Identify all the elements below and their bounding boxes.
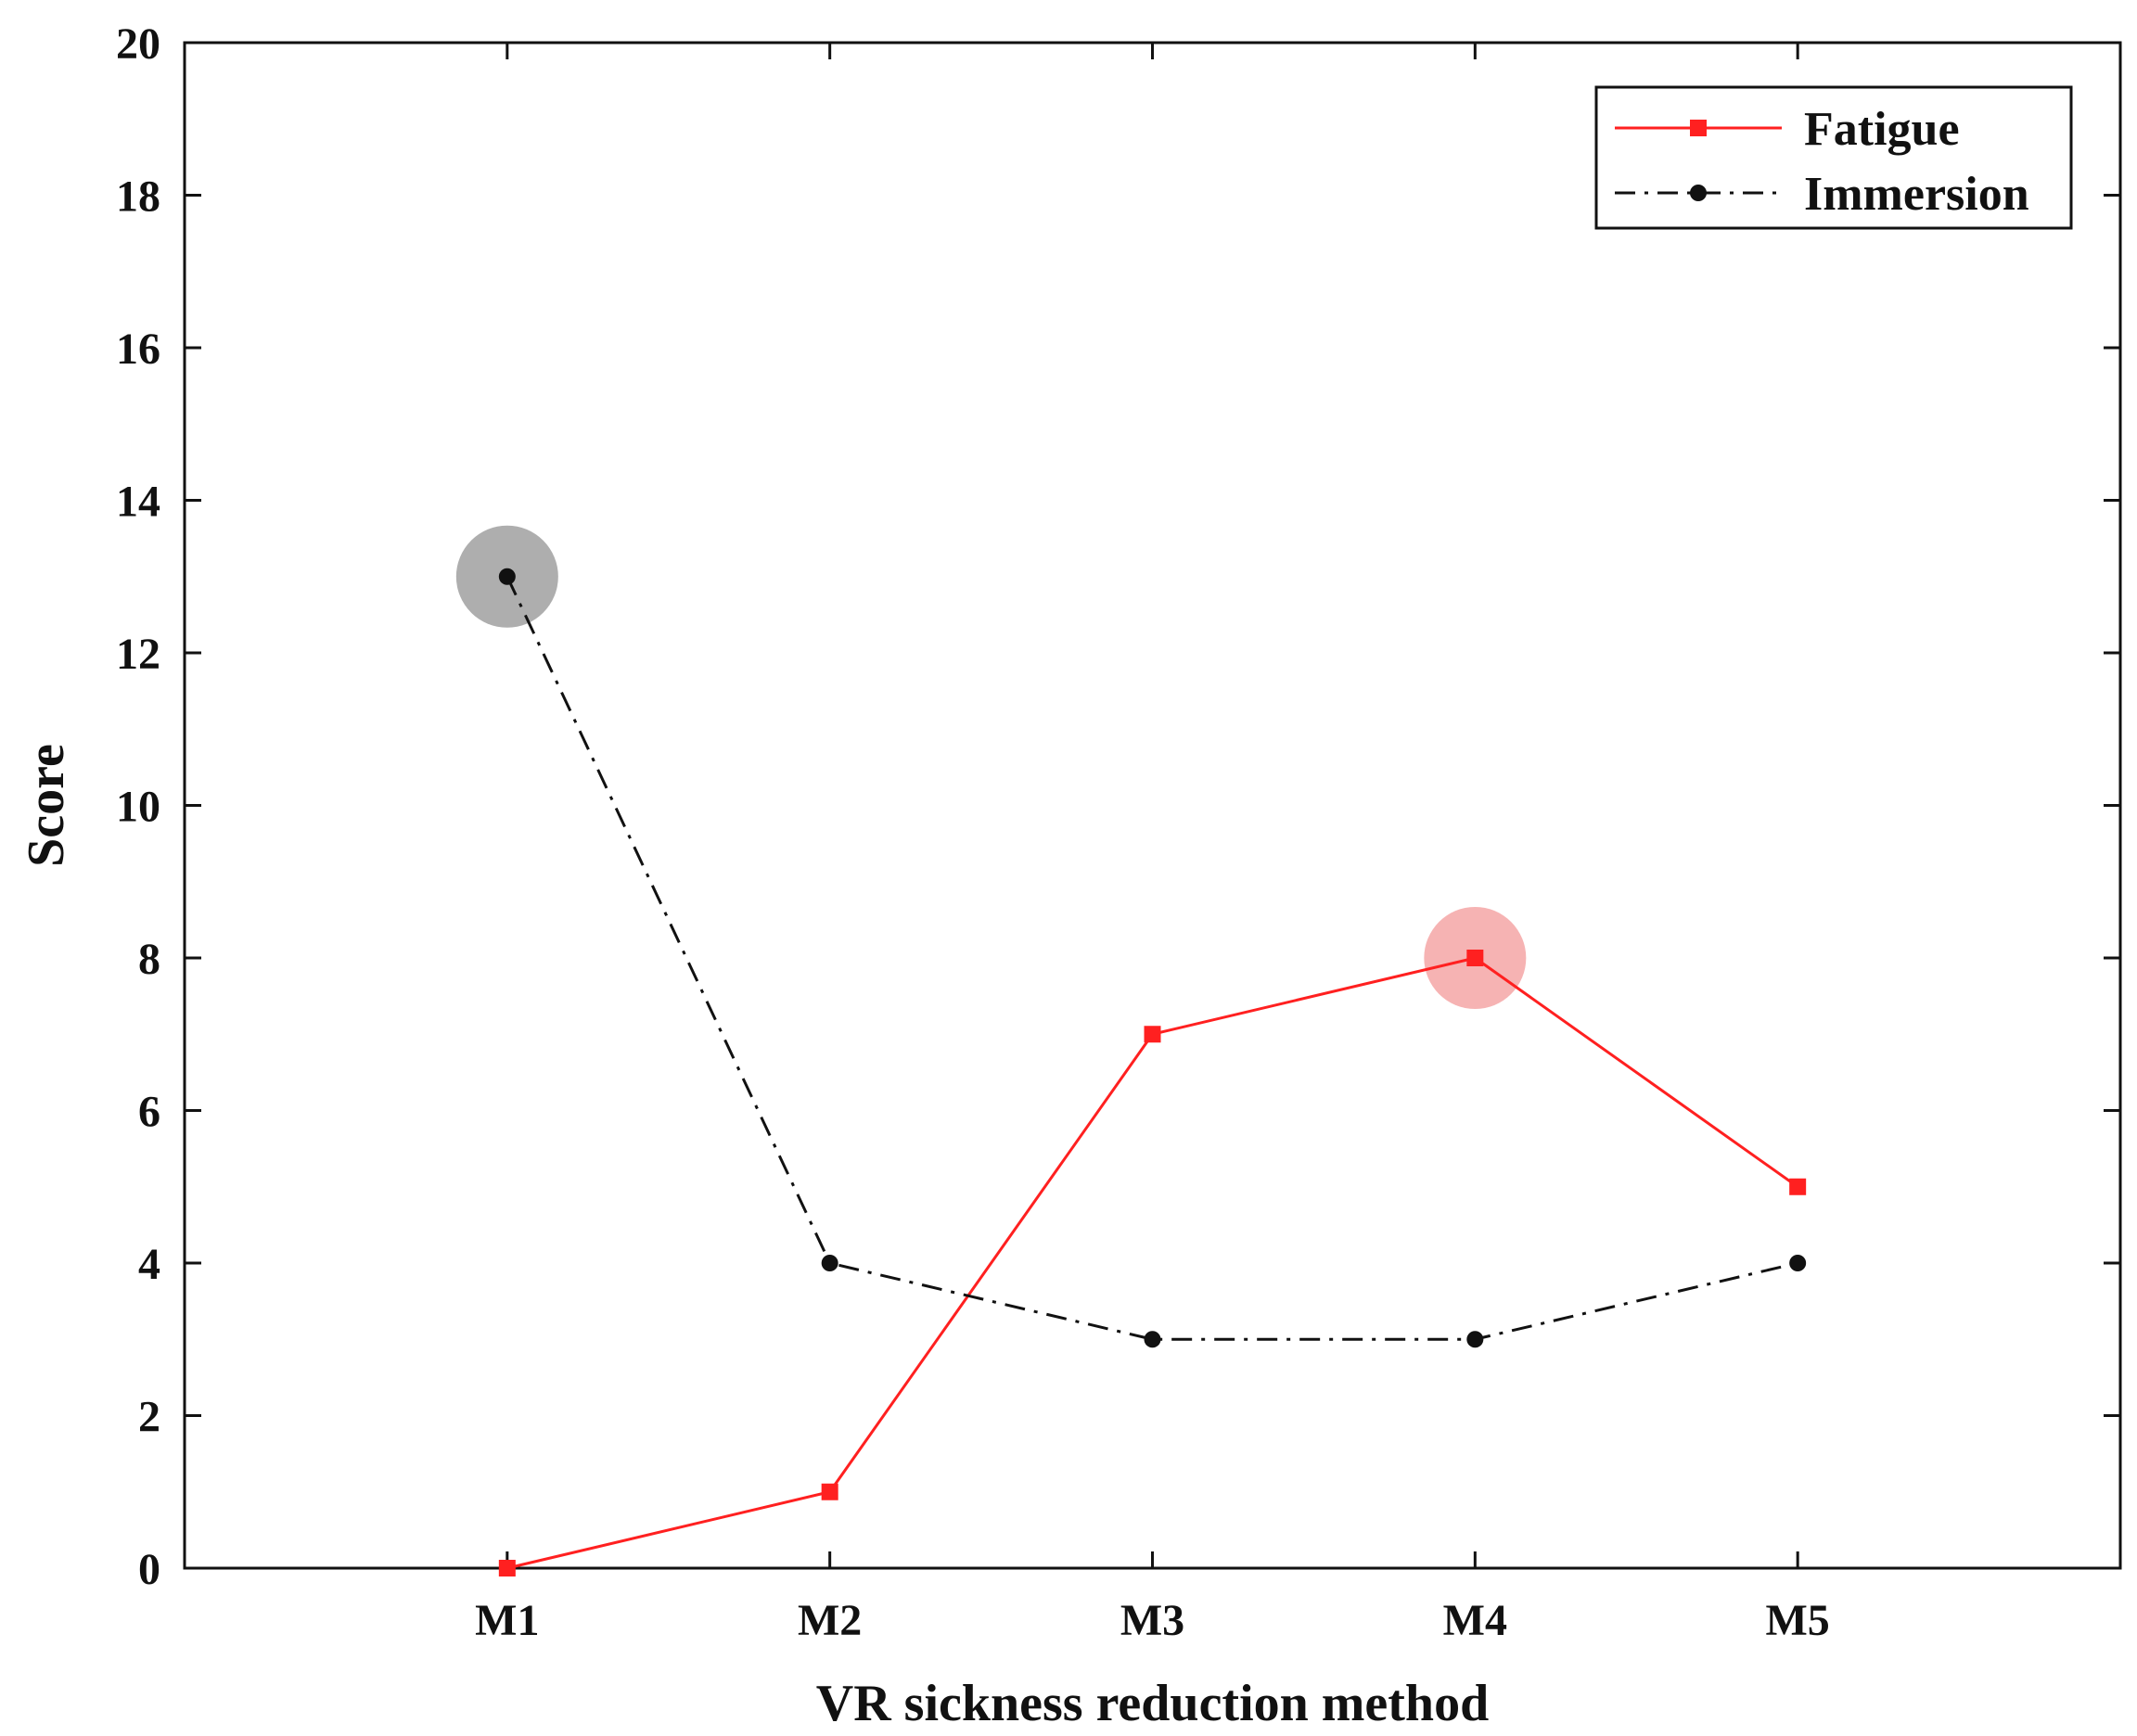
y-tick-label: 18	[116, 172, 160, 222]
x-tick-label: M1	[475, 1596, 539, 1645]
series-immersion	[498, 568, 1807, 1348]
y-tick-label: 2	[138, 1393, 160, 1442]
legend-marker-immersion	[1690, 185, 1707, 201]
y-axis: 0 2 4 6 8 10 12 14 16 18 20	[116, 19, 2120, 1594]
data-point-immersion	[821, 1255, 838, 1271]
legend-label-immersion: Immersion	[1804, 168, 2029, 221]
y-axis-title: Score	[18, 744, 75, 867]
data-point-fatigue	[821, 1483, 838, 1500]
x-axis-title: VR sickness reduction method	[816, 1675, 1489, 1732]
data-point-fatigue	[1466, 950, 1484, 966]
legend: Fatigue Immersion	[1594, 85, 2073, 230]
series-layer	[498, 568, 1807, 1576]
x-tick-label: M4	[1443, 1596, 1507, 1645]
x-tick-label: M3	[1120, 1596, 1184, 1645]
y-tick-label: 12	[116, 630, 160, 679]
x-tick-label: M5	[1766, 1596, 1830, 1645]
legend-marker-fatigue	[1690, 120, 1707, 136]
data-point-immersion	[1144, 1331, 1161, 1348]
data-point-fatigue	[1789, 1178, 1807, 1195]
series-fatigue	[498, 950, 1807, 1576]
legend-label-fatigue: Fatigue	[1804, 103, 1960, 156]
x-tick-label: M2	[798, 1596, 862, 1645]
y-tick-label: 4	[138, 1240, 160, 1289]
y-tick-label: 6	[138, 1088, 160, 1137]
data-point-immersion	[498, 568, 516, 585]
legend-box	[1594, 85, 2073, 230]
y-tick-label: 20	[116, 19, 160, 69]
series-line-fatigue	[506, 956, 1799, 1570]
x-axis: M1 M2 M3 M4 M5	[475, 43, 1830, 1645]
data-point-fatigue	[1144, 1026, 1161, 1043]
y-tick-label: 16	[116, 325, 160, 374]
data-point-immersion	[1789, 1255, 1807, 1271]
y-tick-label: 8	[138, 935, 160, 984]
series-line-immersion	[505, 576, 1798, 1341]
y-tick-label: 0	[138, 1545, 160, 1594]
highlight-layer	[455, 525, 1527, 1009]
data-point-fatigue	[498, 1560, 516, 1576]
y-tick-label: 14	[116, 478, 160, 527]
y-tick-label: 10	[116, 783, 160, 832]
data-point-immersion	[1466, 1331, 1484, 1348]
